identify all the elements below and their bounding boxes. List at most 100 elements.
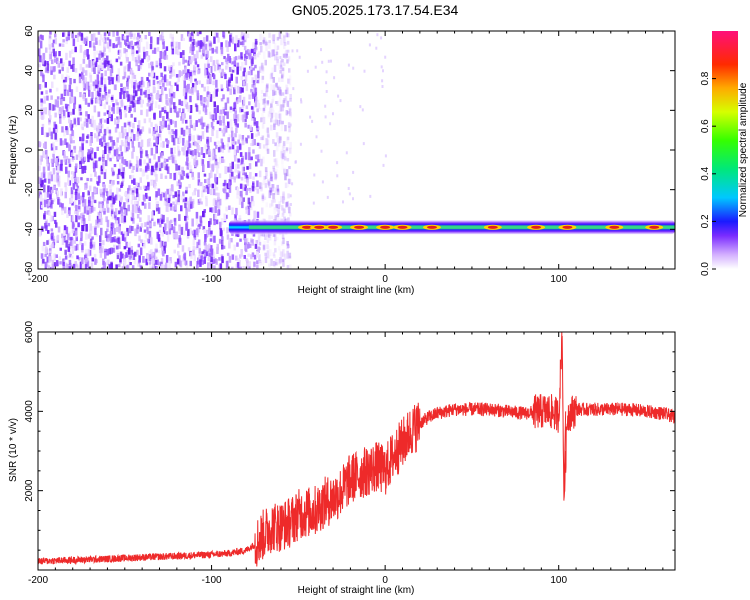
noise-cell [215,145,218,149]
noise-cell [256,211,260,218]
noise-cell [269,76,273,82]
noise-cell [267,231,271,238]
noise-cell [109,59,113,65]
noise-cell [135,156,139,162]
noise-cell [41,123,45,128]
noise-cell [96,50,99,55]
noise-cell [240,31,244,36]
noise-cell [278,249,282,256]
noise-cell [278,61,281,70]
noise-cell [178,214,181,221]
noise-cell [148,72,151,77]
noise-cell [44,82,47,88]
noise-cell [262,39,265,45]
noise-cell [278,97,282,104]
noise-cell [261,207,264,215]
noise-cell [89,139,92,146]
noise-cell [185,140,189,147]
noise-cell [276,213,280,218]
noise-cell [105,143,109,152]
noise-cell [144,185,147,191]
noise-cell [67,233,70,240]
noise-cell [131,190,135,194]
noise-cell [148,158,152,164]
noise-cell [69,138,73,144]
noise-cell [231,138,234,145]
noise-cell [40,102,43,107]
noise-cell [128,258,131,266]
noise-cell [100,141,104,147]
y-tick-label: 60 [24,25,35,37]
noise-cell [231,36,235,45]
noise-cell [168,81,172,86]
noise-cell [258,241,262,246]
noise-cell [185,74,189,78]
noise-cell [223,128,226,134]
noise-cell [122,76,125,80]
noise-cell [228,255,232,263]
noise-cell [184,65,187,70]
noise-cell [45,90,48,95]
noise-cell [48,127,51,136]
noise-cell [155,174,158,182]
noise-cell [283,167,286,173]
noise-cell [96,80,99,88]
noise-cell [206,125,209,133]
noise-cell [49,115,52,120]
noise-cell [262,107,266,111]
noise-cell [296,49,299,53]
noise-cell [48,256,51,263]
noise-cell [81,196,85,204]
noise-cell [72,57,75,65]
noise-cell [119,111,122,120]
noise-cell [46,191,50,198]
noise-cell [146,162,149,171]
noise-cell [107,259,110,266]
noise-cell [38,63,41,68]
noise-cell [118,56,121,60]
noise-cell [71,215,75,222]
noise-cell [286,265,290,269]
noise-cell [209,218,212,225]
noise-cell [94,188,97,194]
noise-cell [247,208,251,216]
noise-cell [135,90,138,97]
noise-cell [91,115,94,124]
noise-cell [123,171,126,176]
noise-cell [184,99,187,105]
noise-cell [42,172,46,178]
noise-cell [79,239,82,246]
noise-cell [111,155,115,159]
noise-cell [286,59,289,64]
noise-cell [244,122,247,128]
noise-cell [38,176,41,184]
noise-cell [61,64,64,68]
noise-cell [222,31,225,37]
noise-cell [90,157,94,161]
noise-cell [221,68,224,77]
noise-cell [132,165,135,170]
noise-cell [64,103,68,109]
noise-cell [282,34,286,39]
noise-cell [119,61,123,66]
noise-cell [214,49,217,53]
noise-cell [61,126,64,133]
noise-cell [127,75,130,79]
noise-cell [95,84,98,89]
noise-cell [276,86,280,91]
noise-cell [208,227,211,235]
noise-cell [275,204,279,212]
noise-cell [242,114,245,123]
noise-cell [78,215,81,220]
noise-cell [261,34,265,40]
noise-cell [264,167,268,172]
x-tick-label: -200 [28,575,48,586]
noise-cell [71,158,74,162]
noise-cell [229,163,232,170]
noise-cell [193,254,196,262]
noise-cell [97,90,100,96]
noise-cell [178,185,182,189]
noise-cell [271,184,274,192]
noise-cell [281,241,284,246]
noise-cell [135,163,139,172]
